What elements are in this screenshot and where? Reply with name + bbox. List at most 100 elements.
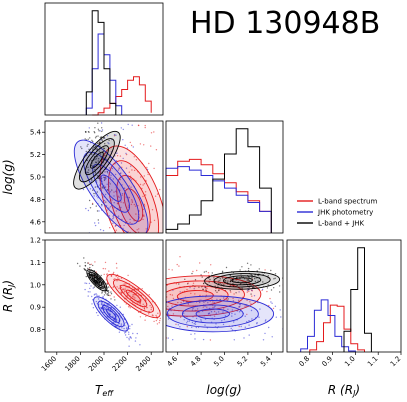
sample-point <box>172 297 175 300</box>
sample-point <box>107 235 108 236</box>
sample-point <box>107 142 109 144</box>
sample-point <box>238 303 241 305</box>
sample-point <box>111 199 113 201</box>
sample-point <box>133 265 134 266</box>
sample-point <box>194 279 197 281</box>
sample-point <box>227 298 229 300</box>
sample-point <box>270 269 272 272</box>
sample-point <box>129 336 132 338</box>
sample-point <box>236 285 238 287</box>
sample-point <box>325 312 326 313</box>
sample-point <box>160 297 161 298</box>
sample-point <box>248 320 250 322</box>
sample-point <box>219 282 221 284</box>
sample-point <box>99 238 100 239</box>
sample-point <box>130 165 132 167</box>
sample-point <box>145 279 146 280</box>
sample-point <box>99 130 101 132</box>
sample-point <box>119 112 120 113</box>
sample-point <box>102 267 105 270</box>
sample-point <box>128 261 129 262</box>
sample-point <box>120 286 122 289</box>
sample-point <box>113 191 115 193</box>
sample-point <box>103 136 105 139</box>
sample-point <box>84 138 86 140</box>
sample-point <box>118 327 121 329</box>
sample-point <box>128 345 130 347</box>
sample-point <box>126 275 127 276</box>
sample-point <box>125 167 128 169</box>
sample-point <box>141 236 142 237</box>
sample-point <box>168 315 170 317</box>
sample-point <box>200 274 202 276</box>
sample-point <box>167 313 169 315</box>
sample-point <box>126 326 128 329</box>
sample-point <box>264 269 266 271</box>
sample-point <box>123 327 125 330</box>
sample-point <box>135 293 138 295</box>
sample-point <box>115 160 118 162</box>
sample-point <box>97 222 100 224</box>
sample-point <box>89 188 92 190</box>
sample-point <box>86 145 88 147</box>
sample-point <box>206 287 208 290</box>
sample-point <box>87 138 89 140</box>
contour-20-l-band-plus-jhk <box>88 271 105 289</box>
sample-point <box>138 228 140 230</box>
contour-10-jhk-photometry <box>73 139 149 233</box>
sample-point <box>91 179 93 181</box>
sample-point <box>191 309 194 311</box>
sample-point <box>108 291 110 294</box>
sample-point <box>222 323 225 326</box>
sample-point <box>128 291 130 294</box>
sample-point <box>129 298 132 300</box>
x-tick-label: 4.6 <box>166 354 180 368</box>
sample-point <box>103 199 106 202</box>
sample-point <box>95 205 98 207</box>
sample-point <box>85 150 88 153</box>
sample-point <box>86 171 88 173</box>
sample-point <box>218 282 220 285</box>
sample-point <box>168 112 169 113</box>
sample-point <box>92 299 94 301</box>
sample-point <box>108 215 111 217</box>
sample-point <box>113 278 115 281</box>
sample-point <box>250 293 252 295</box>
sample-point <box>133 203 136 206</box>
sample-point <box>159 319 161 322</box>
sample-point <box>294 317 295 318</box>
legend-label-jhk-photometry: JHK photometry <box>317 209 373 217</box>
sample-point <box>139 143 142 145</box>
sample-point <box>147 173 149 176</box>
contour-21-l-band-spectrum <box>166 285 229 307</box>
sample-point <box>120 234 121 235</box>
sample-point <box>102 311 104 313</box>
sample-point <box>115 210 118 212</box>
sample-point <box>120 324 122 327</box>
sample-point <box>97 111 98 112</box>
sample-point <box>97 122 99 124</box>
sample-point <box>186 322 188 324</box>
sample-point <box>159 317 161 320</box>
sample-point <box>206 306 208 308</box>
sample-point <box>97 174 99 177</box>
sample-point <box>143 144 145 146</box>
sample-point <box>229 274 231 277</box>
sample-point <box>155 314 157 317</box>
sample-point <box>102 295 104 298</box>
sample-point <box>113 318 116 321</box>
sample-point <box>84 264 87 267</box>
sample-point <box>237 299 240 301</box>
legend: L-band spectrum JHK photometry L-band + … <box>297 198 377 228</box>
sample-point <box>95 135 98 138</box>
sample-point <box>108 139 110 141</box>
sample-point <box>244 326 246 328</box>
sample-point <box>138 273 139 274</box>
sample-point <box>122 288 124 290</box>
sample-point <box>85 269 87 272</box>
sample-point <box>150 145 152 147</box>
sample-point <box>224 315 227 317</box>
sample-point <box>152 327 153 328</box>
sample-point <box>187 283 189 285</box>
sample-point <box>184 278 186 280</box>
